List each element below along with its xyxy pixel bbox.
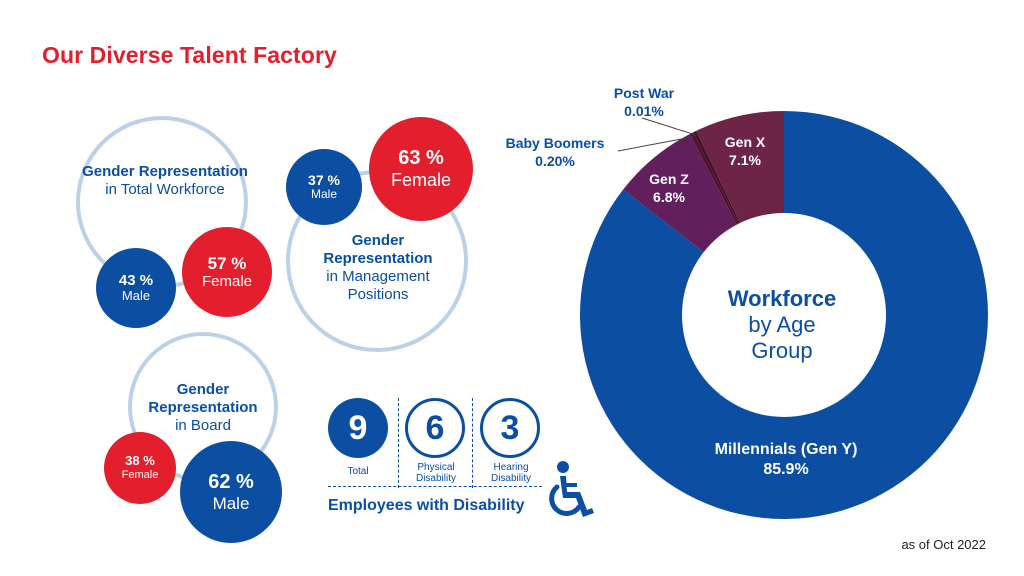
slice-value-gen-z: 6.8% bbox=[653, 189, 685, 205]
board-female-bubble: 38 % Female bbox=[104, 432, 176, 504]
board-male-label: Male bbox=[212, 493, 250, 513]
workforce-heading-title: Gender Representation bbox=[82, 163, 248, 180]
disability-hearing-label: Hearing Disability bbox=[490, 462, 531, 484]
donut-slice-gen-z bbox=[623, 134, 737, 253]
leader-post-war bbox=[641, 117, 697, 136]
donut-center-label: Workforce by Age Group bbox=[692, 286, 872, 364]
donut-slice-gen-x bbox=[695, 111, 784, 223]
disability-divider bbox=[472, 398, 473, 488]
slice-label-baby-boomers: Baby Boomers 0.20% bbox=[494, 134, 616, 170]
management-male-pct: 37 % bbox=[308, 172, 340, 189]
management-female-pct: 63 % bbox=[398, 147, 444, 170]
workforce-heading-sub: in Total Workforce bbox=[105, 181, 225, 198]
wheelchair-icon bbox=[549, 461, 594, 517]
disability-total-label: Total bbox=[347, 466, 369, 477]
workforce-male-label: Male bbox=[121, 288, 151, 304]
management-female-label: Female bbox=[390, 170, 452, 191]
page-title: Our Diverse Talent Factory bbox=[42, 42, 337, 68]
leader-baby-boomers bbox=[617, 136, 694, 152]
slice-value-gen-x: 7.1% bbox=[729, 152, 761, 168]
workforce-heading: Gender Representation in Total Workforce bbox=[70, 163, 260, 199]
disability-divider bbox=[398, 398, 399, 488]
management-heading-title: Gender Representation bbox=[323, 232, 433, 267]
management-male-bubble: 37 % Male bbox=[286, 149, 362, 225]
board-female-pct: 38 % bbox=[125, 453, 155, 469]
as-of-date: as of Oct 2022 bbox=[901, 537, 986, 552]
workforce-female-bubble: 57 % Female bbox=[182, 227, 272, 317]
donut-center-title: Workforce bbox=[727, 286, 837, 311]
board-heading-sub: in Board bbox=[175, 417, 231, 434]
disability-title: Employees with Disability bbox=[328, 497, 525, 514]
donut-slices bbox=[580, 111, 988, 520]
donut-slice-millennials-gen-y bbox=[580, 111, 988, 520]
management-heading-sub: in Management Positions bbox=[326, 268, 430, 303]
slice-name-post-war: Post War bbox=[613, 85, 675, 101]
slice-value-post-war: 0.01% bbox=[624, 103, 664, 119]
slice-name-millennials: Millennials (Gen Y) bbox=[714, 441, 858, 458]
slice-name-gen-x: Gen X bbox=[724, 134, 766, 150]
slice-label-gen-x: Gen X 7.1% bbox=[716, 133, 774, 169]
donut-leaders bbox=[617, 117, 697, 152]
board-male-pct: 62 % bbox=[208, 470, 254, 493]
slice-label-millennials: Millennials (Gen Y) 85.9% bbox=[696, 440, 876, 480]
workforce-male-bubble: 43 % Male bbox=[96, 248, 176, 328]
disability-total-value: 9 bbox=[348, 408, 368, 447]
disability-physical-value: 6 bbox=[425, 408, 445, 447]
slice-label-post-war: Post War 0.01% bbox=[604, 84, 684, 120]
donut-center-subtitle: by Age Group bbox=[748, 312, 816, 363]
disability-physical-label: Physical Disability bbox=[415, 462, 456, 484]
age-donut-chart bbox=[580, 111, 988, 520]
disability-hearing-value: 3 bbox=[500, 408, 520, 447]
disability-hearing-circle: 3 bbox=[480, 398, 540, 458]
disability-physical-circle: 6 bbox=[405, 398, 465, 458]
board-male-bubble: 62 % Male bbox=[180, 441, 282, 543]
workforce-female-pct: 57 % bbox=[207, 253, 247, 273]
slice-label-gen-z: Gen Z 6.8% bbox=[640, 170, 698, 206]
board-heading-title: Gender Representation bbox=[148, 381, 258, 416]
slice-value-millennials: 85.9% bbox=[763, 461, 809, 478]
management-male-label: Male bbox=[310, 187, 337, 202]
management-heading: Gender Representation in Management Posi… bbox=[300, 232, 456, 304]
disability-total-circle: 9 bbox=[328, 398, 388, 458]
board-female-label: Female bbox=[121, 469, 159, 482]
workforce-female-label: Female bbox=[201, 273, 253, 291]
donut-slice-post-war bbox=[693, 130, 740, 224]
management-female-bubble: 63 % Female bbox=[369, 117, 473, 221]
slice-value-baby-boomers: 0.20% bbox=[535, 153, 575, 169]
workforce-male-pct: 43 % bbox=[118, 271, 154, 289]
board-heading: Gender Representation in Board bbox=[128, 381, 278, 435]
donut-slice-baby-boomers bbox=[689, 132, 739, 225]
slice-name-baby-boomers: Baby Boomers bbox=[505, 135, 605, 151]
slice-name-gen-z: Gen Z bbox=[649, 171, 689, 187]
disability-baseline bbox=[328, 486, 542, 487]
